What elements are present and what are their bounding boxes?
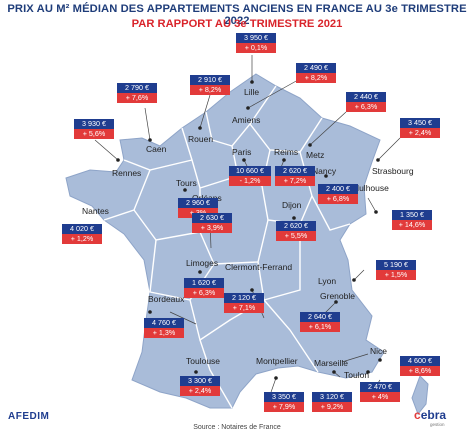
city-label: Toulouse xyxy=(186,356,220,366)
city-label: Limoges xyxy=(186,258,218,268)
price-badge-nice: 4 600 € + 8,6% xyxy=(400,356,440,376)
city-label: Clermont-Ferrand xyxy=(225,262,292,272)
corsica xyxy=(411,375,429,415)
city-label: Nancy xyxy=(312,166,337,176)
price-badge-caen: 2 790 € + 7,6% xyxy=(117,83,157,103)
city-label: Lille xyxy=(244,87,259,97)
cebra-logo-subtitle: gestion xyxy=(430,422,445,427)
city-label: Strasbourg xyxy=(372,166,414,176)
city-label: Marseille xyxy=(314,358,348,368)
city-label: Rennes xyxy=(112,168,141,178)
price-badge-montpellier: 3 350 € + 7,9% xyxy=(264,392,304,412)
city-label: Paris xyxy=(232,147,251,157)
price-badge-nancy: 2 400 € + 6,8% xyxy=(318,184,358,204)
price-badge-metz: 2 440 € + 6,3% xyxy=(346,92,386,112)
city-label: Mulhouse xyxy=(352,183,389,193)
price-badge-limoges: 1 620 € + 6,3% xyxy=(184,278,224,298)
map-subtitle: PAR RAPPORT AU 3e TRIMESTRE 2021 xyxy=(131,18,343,30)
cebra-logo: cebra xyxy=(414,408,447,422)
city-label: Bordeaux xyxy=(148,294,185,304)
price-badge-paris: 10 660 € - 1,2% xyxy=(229,166,271,186)
price-badge-strasbourg: 3 450 € + 2,4% xyxy=(400,118,440,138)
price-badge-nantes: 4 020 € + 1,2% xyxy=(62,224,102,244)
price-badge-grenoble: 2 640 € + 6,1% xyxy=(300,312,340,332)
city-dots xyxy=(86,80,382,380)
price-badge-lyon: 5 190 € + 1,5% xyxy=(376,260,416,280)
city-label: Caen xyxy=(146,144,167,154)
source-note: Source : Notaires de France xyxy=(193,424,281,431)
price-badge-orleans: 2 630 € + 3,9% xyxy=(192,213,232,233)
afedim-logo: AFEDIM xyxy=(8,411,50,422)
price-badge-clermont-ferrand: 2 120 € + 7,1% xyxy=(224,293,264,313)
price-badge-reims: 2 620 € + 7,2% xyxy=(275,166,315,186)
city-label: Grenoble xyxy=(320,291,355,301)
city-label: Toulon xyxy=(344,370,369,380)
price-badge-marseille: 3 120 € + 9,2% xyxy=(312,392,352,412)
city-label: Reims xyxy=(274,147,298,157)
city-label: Montpellier xyxy=(256,356,298,366)
price-badge-rouen: 2 910 € + 8,2% xyxy=(190,75,230,95)
price-badge-bordeaux: 4 760 € + 1,3% xyxy=(144,318,184,338)
city-label: Nice xyxy=(370,346,387,356)
city-label: Amiens xyxy=(232,115,260,125)
city-label: Dijon xyxy=(282,200,302,210)
city-label: Rouen xyxy=(188,134,213,144)
price-badge-lille: 3 950 € + 0,1% xyxy=(236,33,276,53)
price-badge-mulhouse: 1 350 € + 14,6% xyxy=(392,210,432,230)
price-badge-toulouse: 3 300 € + 2,4% xyxy=(180,376,220,396)
price-badge-dijon: 2 620 € + 5,5% xyxy=(276,221,316,241)
city-label: Lyon xyxy=(318,276,336,286)
city-label: Nantes xyxy=(82,206,109,216)
price-badge-rennes: 3 930 € + 5,6% xyxy=(74,119,114,139)
city-label: Metz xyxy=(306,150,324,160)
price-badge-amiens: 2 490 € + 8,2% xyxy=(296,63,336,83)
map-title: PRIX AU M² MÉDIAN DES APPARTEMENTS ANCIE… xyxy=(7,3,467,27)
city-label: Tours xyxy=(176,178,197,188)
price-badge-toulon: 2 470 € + 4% xyxy=(360,382,400,402)
